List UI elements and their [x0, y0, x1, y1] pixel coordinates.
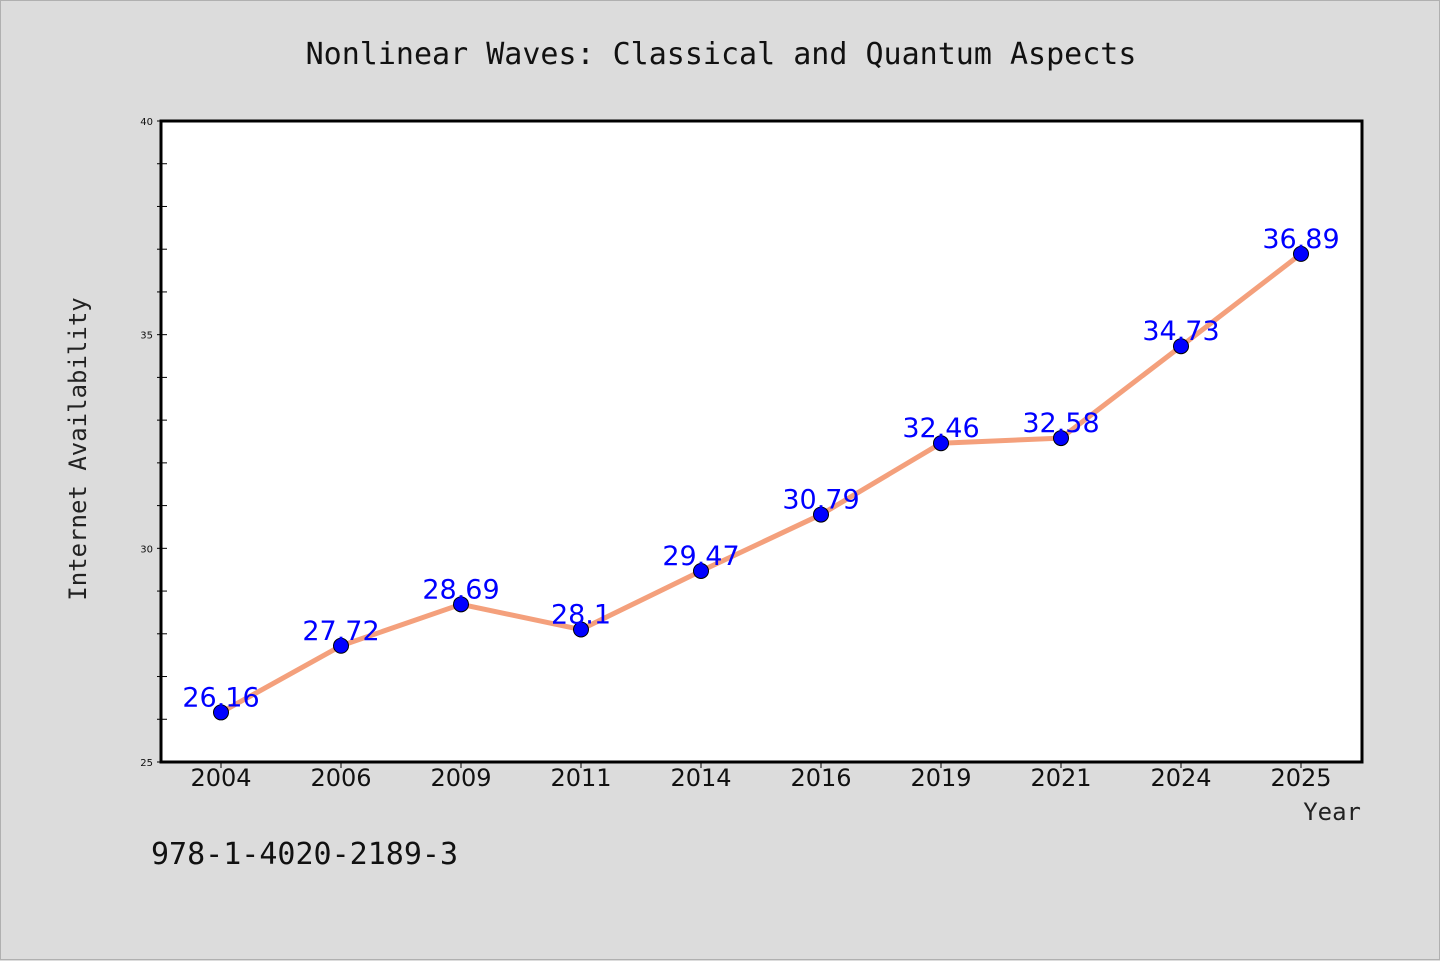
- x-tick-label: 2016: [790, 764, 851, 792]
- data-label: 34.73: [1142, 316, 1219, 347]
- data-label: 30.79: [782, 485, 859, 516]
- y-axis: 25 30 35 40: [140, 117, 167, 769]
- data-point-marker: [453, 596, 469, 613]
- y-tick-label: 35: [140, 331, 153, 342]
- x-tick-label: 2009: [430, 764, 491, 792]
- x-tick-label: 2006: [310, 764, 371, 792]
- data-point-marker: [1293, 245, 1309, 262]
- data-point-marker: [693, 562, 709, 579]
- isbn-text: 978-1-4020-2189-3: [151, 837, 458, 872]
- data-label: 32.46: [902, 413, 979, 444]
- data-label: 29.47: [662, 541, 739, 572]
- data-point-marker: [333, 637, 349, 654]
- data-label: 32.58: [1022, 408, 1099, 439]
- series-line: [218, 251, 1304, 715]
- y-tick-label: 25: [140, 758, 153, 769]
- series-line-group: 26.16 27.72 28.69 28.1 29.47 30.79 32.46 32.58 3…: [182, 224, 1340, 721]
- x-axis: 2004 2006 2009 2011 2014 2016 2019 2021 2024 2025: [190, 762, 1332, 792]
- y-axis-label: Internet Availability: [64, 297, 92, 600]
- chart-title: Nonlinear Waves: Classical and Quantum A…: [306, 37, 1137, 72]
- x-tick-label: 2011: [550, 764, 611, 792]
- data-label: 28.69: [422, 574, 499, 605]
- data-label: 26.16: [182, 682, 259, 713]
- plot-area: [159, 119, 1364, 764]
- x-tick-label: 2021: [1030, 764, 1091, 792]
- data-label: 27.72: [302, 616, 379, 647]
- x-axis-label: Year: [1303, 798, 1361, 826]
- y-tick-label: 30: [140, 544, 153, 555]
- x-tick-label: 2014: [670, 764, 731, 792]
- x-tick-label: 2024: [1150, 764, 1211, 792]
- x-tick-label: 2025: [1270, 764, 1331, 792]
- x-tick-label: 2019: [910, 764, 971, 792]
- data-point-marker: [573, 621, 589, 638]
- data-point-marker: [1053, 430, 1069, 447]
- data-point-marker: [1173, 338, 1189, 355]
- data-point-marker: [213, 704, 229, 721]
- data-point-marker: [813, 506, 829, 523]
- data-label: 36.89: [1262, 224, 1339, 255]
- data-label: 28.1: [551, 600, 611, 631]
- x-tick-label: 2004: [190, 764, 251, 792]
- y-tick-label: 40: [140, 117, 153, 128]
- data-point-marker: [933, 435, 949, 452]
